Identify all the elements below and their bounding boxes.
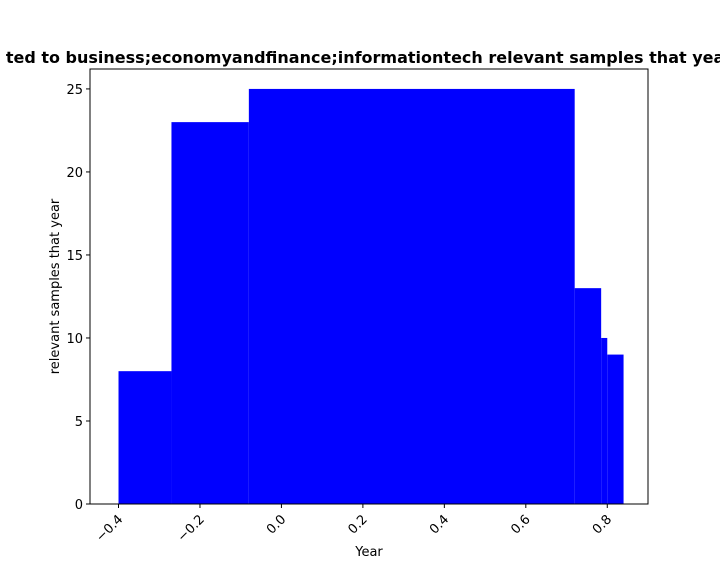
y-tick-label-5: 25 [66, 83, 83, 98]
y-tick-label-0: 0 [75, 498, 83, 513]
bar-3 [574, 288, 602, 504]
y-axis-ticks: 0 5 10 15 20 25 [66, 83, 90, 513]
x-tick-label-4: 0.4 [427, 512, 452, 537]
bar-0 [118, 371, 172, 504]
y-axis-label: relevant samples that year [48, 198, 63, 374]
bar-2 [248, 88, 575, 504]
y-tick-label-4: 20 [66, 166, 83, 181]
bars-group [118, 88, 624, 505]
y-tick-label-3: 15 [66, 249, 83, 264]
x-axis-ticks: −0.4 −0.2 0.0 0.2 0.4 0.6 0.8 [93, 504, 615, 545]
chart-title: ted to business;economyandfinance;inform… [6, 48, 720, 67]
x-tick-label-2: 0.0 [264, 512, 289, 537]
bar-1 [171, 122, 249, 505]
x-tick-label-6: 0.8 [590, 512, 615, 537]
x-axis-label: Year [354, 545, 383, 560]
y-tick-label-1: 5 [75, 415, 83, 430]
x-tick-label-0: −0.4 [93, 512, 126, 545]
y-tick-label-2: 10 [66, 332, 83, 347]
x-tick-label-3: 0.2 [345, 512, 370, 537]
x-tick-label-1: −0.2 [175, 512, 208, 545]
bar-4 [601, 337, 608, 504]
bar-5 [607, 354, 624, 504]
plot-frame [89, 68, 649, 505]
x-tick-label-5: 0.6 [508, 512, 533, 537]
